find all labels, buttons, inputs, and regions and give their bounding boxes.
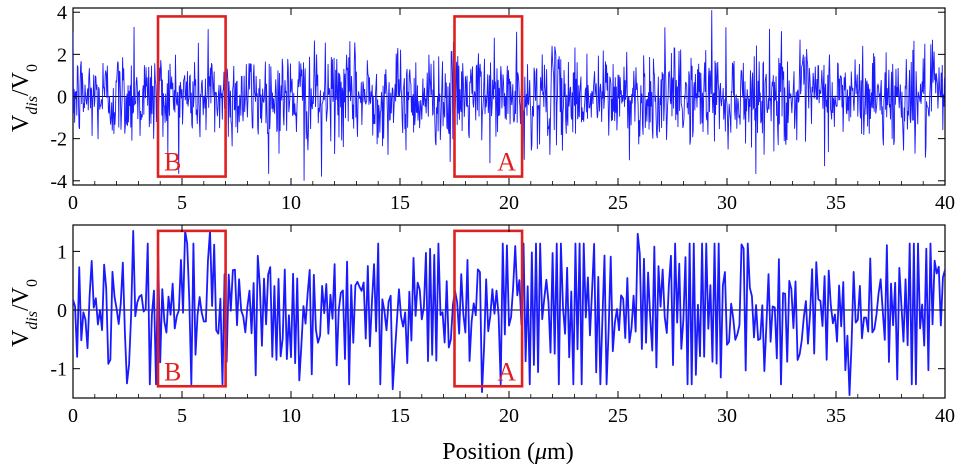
x-tick-label: 25 bbox=[608, 405, 628, 427]
region-box-a bbox=[453, 229, 524, 388]
region-label-a: A bbox=[497, 148, 516, 177]
x-tick-label: 35 bbox=[826, 192, 846, 214]
x-tick-label: 40 bbox=[935, 405, 955, 427]
y-tick-label: -4 bbox=[50, 171, 67, 193]
region-label-b: B bbox=[164, 357, 181, 386]
top-x-ticks: 0 5 10 15 20 25 30 35 40 bbox=[68, 8, 955, 214]
x-tick-label: 20 bbox=[499, 405, 519, 427]
region-label-a: A bbox=[497, 357, 516, 386]
x-tick-label: 30 bbox=[717, 192, 737, 214]
region-box-b bbox=[156, 15, 227, 178]
bottom-signal-line bbox=[73, 229, 945, 396]
bottom-y-ticks: -1 0 1 bbox=[50, 241, 945, 381]
top-y-ticks: -4 -2 0 2 4 bbox=[50, 2, 945, 193]
bottom-y-axis-label: Vdis/V0 bbox=[8, 279, 41, 347]
x-tick-label: 10 bbox=[281, 405, 301, 427]
y-tick-label: 0 bbox=[57, 300, 67, 322]
x-tick-label: 20 bbox=[499, 192, 519, 214]
y-tick-label: -2 bbox=[50, 129, 67, 151]
y-tick-label: 0 bbox=[57, 87, 67, 109]
x-tick-label: 15 bbox=[390, 192, 410, 214]
x-axis-label: Position (μm) bbox=[442, 439, 573, 465]
x-tick-label: 40 bbox=[935, 192, 955, 214]
region-box-a bbox=[453, 15, 524, 178]
region-label-b: B bbox=[164, 148, 181, 177]
y-tick-label: 2 bbox=[57, 44, 67, 66]
bottom-x-ticks: 0 5 10 15 20 25 30 35 40 bbox=[68, 225, 955, 427]
x-tick-label: 5 bbox=[177, 192, 187, 214]
x-tick-label: 0 bbox=[68, 192, 78, 214]
region-box-b bbox=[156, 229, 227, 388]
top-signal-line bbox=[73, 10, 945, 181]
y-tick-label: -1 bbox=[50, 359, 67, 381]
x-tick-label: 35 bbox=[826, 405, 846, 427]
x-tick-label: 5 bbox=[177, 405, 187, 427]
y-tick-label: 1 bbox=[57, 241, 67, 263]
x-tick-label: 15 bbox=[390, 405, 410, 427]
x-tick-label: 25 bbox=[608, 192, 628, 214]
y-tick-label: 4 bbox=[57, 2, 67, 24]
x-tick-label: 30 bbox=[717, 405, 737, 427]
x-tick-label: 0 bbox=[68, 405, 78, 427]
top-y-axis-label: Vdis/V0 bbox=[8, 64, 41, 132]
x-tick-label: 10 bbox=[281, 192, 301, 214]
